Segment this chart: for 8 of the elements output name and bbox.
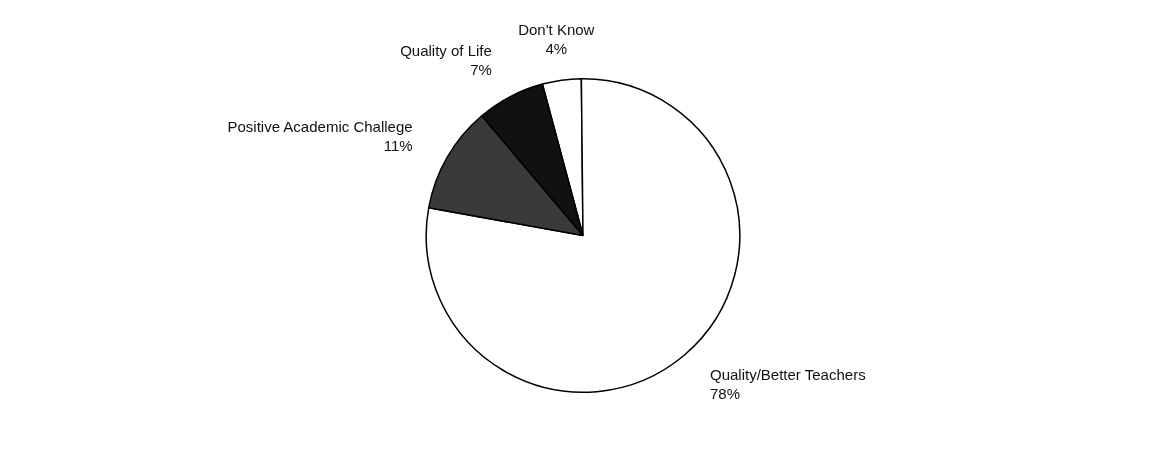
slice-label: Don't Know (518, 21, 595, 39)
data-label: 4% (545, 40, 568, 58)
data-label: 11% (383, 136, 413, 154)
slice-label: Positive Academic Challege (227, 117, 413, 135)
slice-label: Quality of Life (400, 41, 492, 59)
data-label: 7% (470, 60, 492, 78)
slice-label: Quality/Better Teachers (709, 366, 866, 384)
data-label: 78% (709, 385, 741, 403)
